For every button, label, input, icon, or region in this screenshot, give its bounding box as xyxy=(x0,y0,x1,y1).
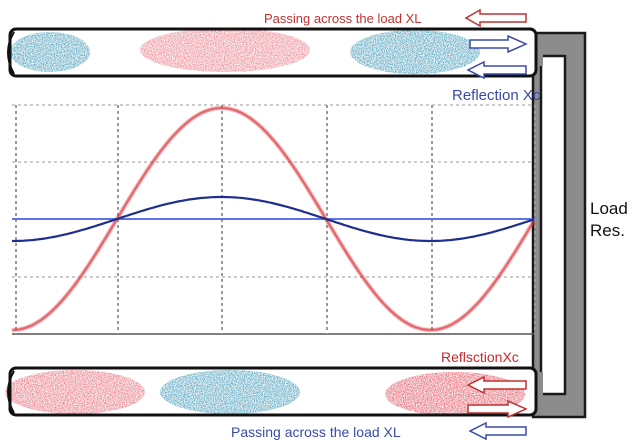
load-resistor-bar xyxy=(531,31,587,419)
load-label-line2: Res. xyxy=(590,221,625,240)
arrow-right-icon xyxy=(467,399,528,419)
passing-label-bottom: Passing across the load XL xyxy=(231,424,401,440)
arrow-right-icon xyxy=(469,34,528,54)
arrow-left-icon xyxy=(466,60,527,80)
reflection-label-bottom: ReflsctionXc xyxy=(441,349,519,365)
load-label-line1: Load xyxy=(590,199,628,218)
arrow-left-icon xyxy=(468,421,527,441)
reflected-wave xyxy=(12,195,535,243)
arrow-left-icon xyxy=(466,375,527,395)
load-resistor-label: Load Res. xyxy=(590,198,628,242)
reflection-label-top: Reflection Xc xyxy=(452,87,541,104)
passing-label-top: Passing across the load XL xyxy=(264,11,422,26)
top-cable xyxy=(7,27,538,78)
bottom-cable xyxy=(5,366,538,417)
arrow-left-icon xyxy=(464,8,527,28)
forward-wave xyxy=(12,106,536,332)
